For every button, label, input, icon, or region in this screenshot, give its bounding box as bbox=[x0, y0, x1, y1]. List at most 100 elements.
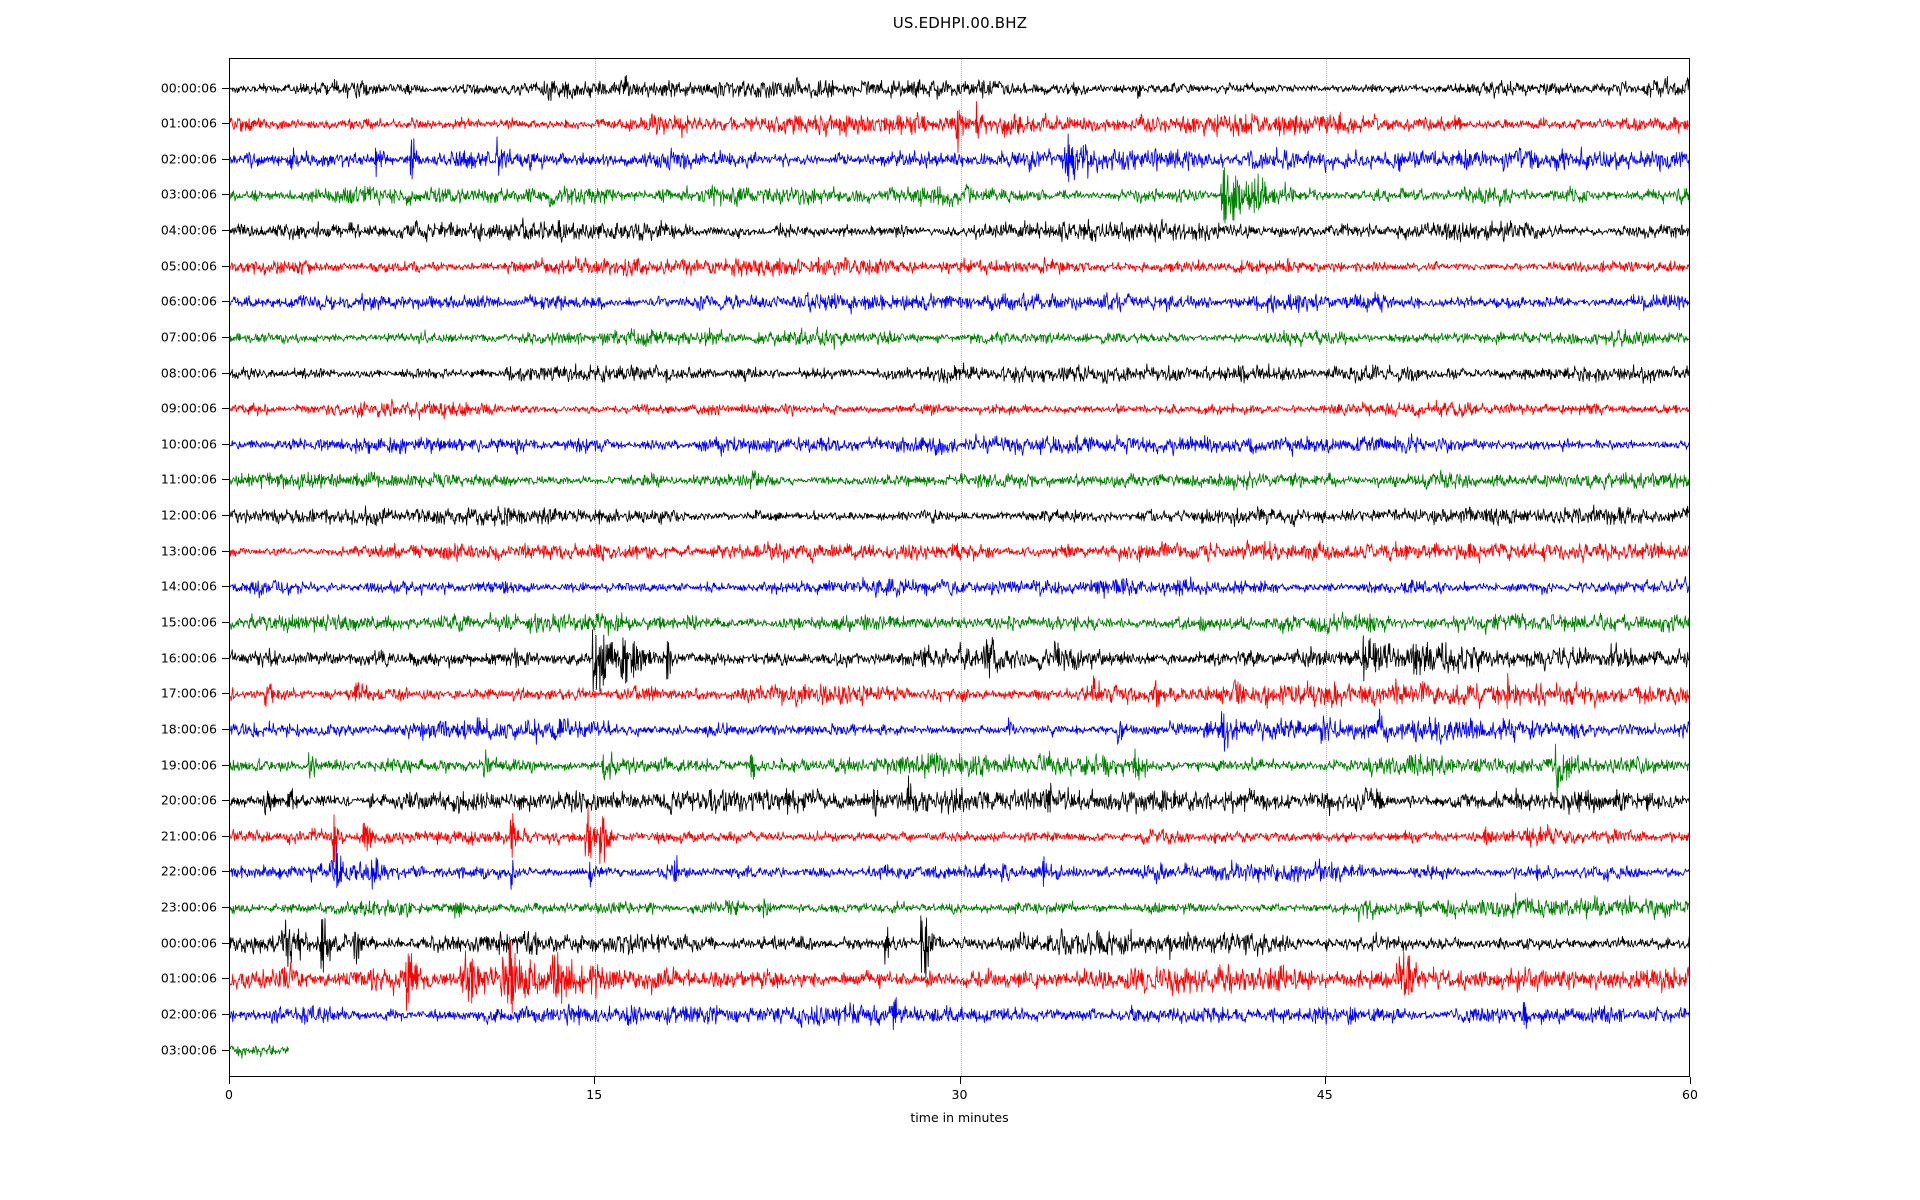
x-tick-label-60: 60 bbox=[1682, 1087, 1698, 1102]
y-tick-mark-5 bbox=[222, 265, 229, 267]
gridline-30min bbox=[960, 59, 962, 1076]
y-tick-mark-27 bbox=[222, 1049, 229, 1051]
y-tick-mark-0 bbox=[222, 87, 229, 89]
y-tick-label-27: 03:00:06 bbox=[160, 1042, 217, 1058]
y-tick-mark-20 bbox=[222, 800, 229, 802]
trace-160006-16 bbox=[230, 629, 1689, 693]
y-tick-label-18: 18:00:06 bbox=[160, 721, 217, 737]
y-tick-label-11: 11:00:06 bbox=[160, 471, 217, 487]
y-tick-label-7: 07:00:06 bbox=[160, 329, 217, 345]
y-tick-label-2: 02:00:06 bbox=[160, 151, 217, 167]
trace-050006-5 bbox=[230, 256, 1689, 278]
x-tick-mark-0 bbox=[229, 1077, 230, 1084]
trace-130006-13 bbox=[230, 539, 1689, 564]
x-axis-label: time in minutes bbox=[910, 1110, 1009, 1125]
trace-170006-17 bbox=[230, 672, 1689, 710]
y-tick-mark-25 bbox=[222, 978, 229, 980]
y-tick-label-19: 19:00:06 bbox=[160, 757, 217, 773]
x-tick-label-30: 30 bbox=[951, 1087, 968, 1102]
trace-200006-20 bbox=[230, 775, 1689, 817]
trace-000006-0 bbox=[230, 75, 1689, 101]
y-tick-mark-1 bbox=[222, 123, 229, 125]
trace-020006-2 bbox=[230, 133, 1689, 183]
trace-060006-6 bbox=[230, 291, 1689, 315]
y-tick-mark-9 bbox=[222, 408, 229, 410]
y-tick-label-15: 15:00:06 bbox=[160, 614, 217, 630]
trace-090006-9 bbox=[230, 398, 1689, 421]
trace-210006-21 bbox=[230, 806, 1689, 870]
y-tick-label-4: 04:00:06 bbox=[160, 222, 217, 238]
y-tick-mark-12 bbox=[222, 515, 229, 517]
trace-180006-18 bbox=[230, 708, 1689, 752]
trace-150006-15 bbox=[230, 611, 1689, 636]
trace-080006-8 bbox=[230, 362, 1689, 385]
y-tick-mark-10 bbox=[222, 443, 229, 445]
trace-000006-24 bbox=[230, 915, 1689, 979]
y-tick-mark-13 bbox=[222, 550, 229, 552]
y-tick-mark-7 bbox=[222, 336, 229, 338]
y-tick-mark-3 bbox=[222, 194, 229, 196]
y-tick-mark-19 bbox=[222, 764, 229, 766]
trace-020006-26 bbox=[230, 996, 1689, 1031]
y-tick-mark-2 bbox=[222, 158, 229, 160]
trace-070006-7 bbox=[230, 326, 1689, 350]
y-tick-label-17: 17:00:06 bbox=[160, 685, 217, 701]
gridline-45min bbox=[1325, 59, 1327, 1076]
y-tick-label-12: 12:00:06 bbox=[160, 507, 217, 523]
trace-110006-11 bbox=[230, 469, 1689, 491]
x-tick-mark-15 bbox=[594, 1077, 596, 1084]
trace-230006-23 bbox=[230, 892, 1689, 923]
y-tick-mark-15 bbox=[222, 622, 229, 623]
y-tick-label-22: 22:00:06 bbox=[160, 863, 217, 879]
y-tick-label-21: 21:00:06 bbox=[160, 828, 217, 844]
y-tick-mark-24 bbox=[222, 942, 229, 944]
gridline-15min bbox=[595, 59, 597, 1076]
y-tick-label-20: 20:00:06 bbox=[160, 792, 217, 808]
x-tick-mark-30 bbox=[959, 1077, 961, 1084]
y-tick-mark-23 bbox=[222, 907, 229, 909]
y-tick-mark-22 bbox=[222, 871, 229, 873]
y-tick-label-5: 05:00:06 bbox=[160, 258, 217, 274]
trace-220006-22 bbox=[230, 844, 1689, 890]
x-tick-mark-60 bbox=[1690, 1077, 1691, 1084]
trace-140006-14 bbox=[230, 575, 1689, 599]
y-tick-label-3: 03:00:06 bbox=[160, 186, 217, 202]
x-tick-mark-45 bbox=[1324, 1077, 1326, 1084]
y-tick-mark-6 bbox=[222, 301, 229, 303]
trace-010006-25 bbox=[230, 936, 1689, 1014]
y-tick-mark-11 bbox=[222, 479, 229, 481]
y-tick-label-0: 00:00:06 bbox=[160, 80, 217, 96]
trace-030006-27 bbox=[230, 1044, 289, 1059]
trace-190006-19 bbox=[230, 743, 1689, 799]
plot-axes bbox=[229, 58, 1690, 1077]
page-title: US.EDHPI.00.BHZ bbox=[0, 14, 1920, 32]
y-tick-label-8: 08:00:06 bbox=[160, 365, 217, 381]
trace-010006-1 bbox=[230, 101, 1689, 153]
y-tick-mark-26 bbox=[222, 1013, 229, 1015]
y-tick-mark-21 bbox=[222, 835, 229, 837]
chart-title-text: US.EDHPI.00.BHZ bbox=[892, 14, 1028, 32]
y-tick-label-16: 16:00:06 bbox=[160, 650, 217, 666]
x-tick-label-15: 15 bbox=[586, 1087, 603, 1102]
y-tick-label-14: 14:00:06 bbox=[160, 578, 217, 594]
y-tick-label-9: 09:00:06 bbox=[160, 400, 217, 416]
y-tick-mark-8 bbox=[222, 372, 229, 374]
y-tick-label-24: 00:00:06 bbox=[160, 935, 217, 951]
y-tick-label-25: 01:00:06 bbox=[160, 970, 217, 986]
x-tick-label-0: 0 bbox=[225, 1087, 233, 1102]
y-tick-label-13: 13:00:06 bbox=[160, 543, 217, 559]
trace-100006-10 bbox=[230, 433, 1689, 457]
y-tick-mark-17 bbox=[222, 693, 229, 695]
y-tick-label-26: 02:00:06 bbox=[160, 1006, 217, 1022]
trace-canvas bbox=[230, 75, 1689, 1059]
y-tick-mark-18 bbox=[222, 728, 229, 730]
y-tick-label-1: 01:00:06 bbox=[160, 115, 217, 131]
trace-120006-12 bbox=[230, 504, 1689, 528]
y-tick-mark-4 bbox=[222, 230, 229, 232]
y-tick-label-23: 23:00:06 bbox=[160, 899, 217, 915]
y-tick-label-10: 10:00:06 bbox=[160, 436, 217, 452]
y-tick-label-6: 06:00:06 bbox=[160, 293, 217, 309]
x-tick-label-45: 45 bbox=[1316, 1087, 1333, 1102]
y-tick-mark-16 bbox=[222, 657, 229, 659]
